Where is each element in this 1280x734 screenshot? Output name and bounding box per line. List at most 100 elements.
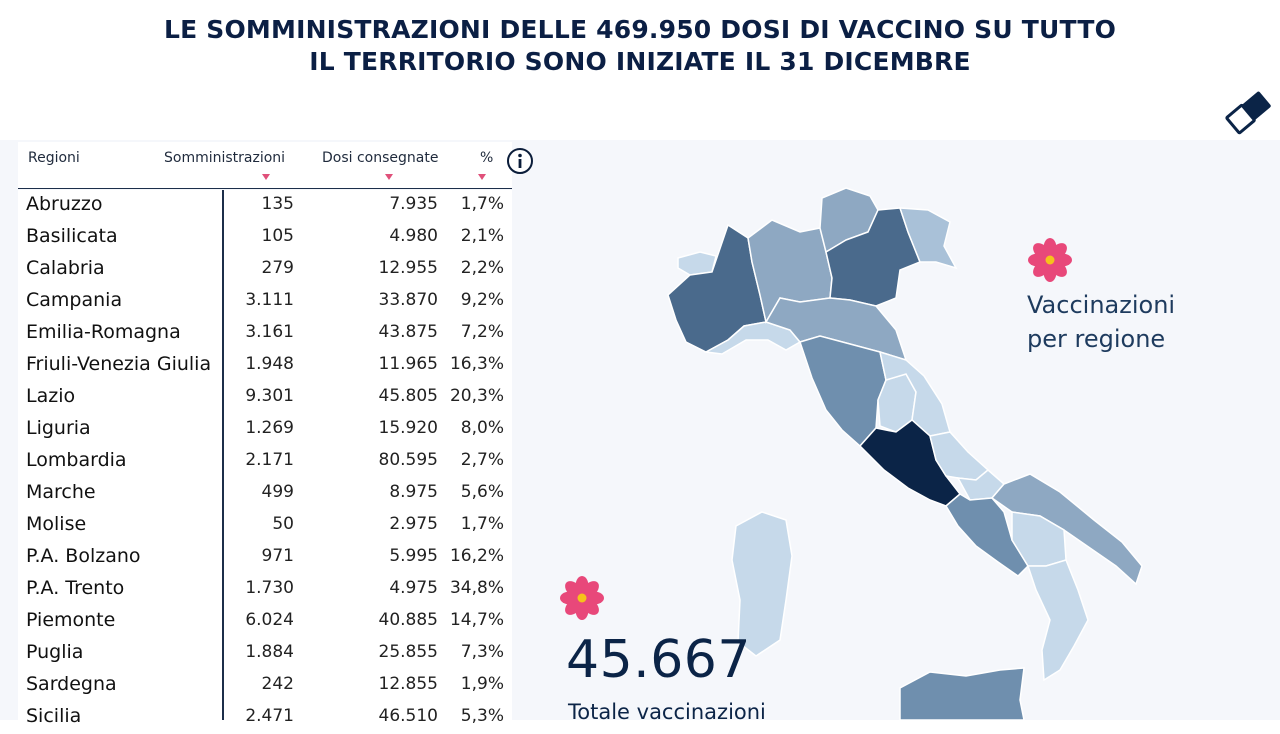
percent-value: 16,2%: [449, 546, 504, 566]
region-name: Emilia-Romagna: [26, 321, 181, 343]
region-name: Friuli-Venezia Giulia: [26, 353, 212, 375]
percent-value: 5,3%: [460, 706, 504, 726]
region-name: P.A. Trento: [26, 577, 125, 599]
doses-delivered-value: 12.955: [378, 258, 438, 278]
region-name: Basilicata: [26, 225, 118, 247]
region-name: Abruzzo: [26, 193, 103, 215]
doses-delivered-value: 2.975: [389, 514, 438, 534]
table-divider: [222, 190, 224, 720]
region-name: Molise: [26, 513, 87, 535]
table-row[interactable]: Lombardia 2.171 80.595 2,7%: [18, 446, 512, 478]
table-row[interactable]: Abruzzo 135 7.935 1,7%: [18, 190, 512, 222]
table-row[interactable]: Lazio 9.301 45.805 20,3%: [18, 382, 512, 414]
administrations-value: 3.111: [245, 290, 294, 310]
header-regioni[interactable]: Regioni: [28, 150, 80, 166]
header-dosi-consegnate[interactable]: Dosi consegnate: [322, 150, 439, 166]
percent-value: 1,7%: [460, 194, 504, 214]
page-title-line-2: IL TERRITORIO SONO INIZIATE IL 31 DICEMB…: [309, 47, 971, 76]
map-region-sardegna: [731, 511, 793, 657]
doses-delivered-value: 4.980: [389, 226, 438, 246]
table-row[interactable]: Campania 3.111 33.870 9,2%: [18, 286, 512, 318]
percent-value: 8,0%: [460, 418, 504, 438]
table-row[interactable]: P.A. Bolzano 971 5.995 16,2%: [18, 542, 512, 574]
percent-value: 1,7%: [460, 514, 504, 534]
table-header: Regioni Somministrazioni Dosi consegnate…: [18, 142, 512, 189]
percent-value: 1,9%: [460, 674, 504, 694]
page-title-line-1: LE SOMMINISTRAZIONI DELLE 469.950 DOSI D…: [163, 15, 1117, 44]
percent-value: 20,3%: [449, 386, 504, 406]
region-name: Sardegna: [26, 673, 117, 695]
table-row[interactable]: Puglia 1.884 25.855 7,3%: [18, 638, 512, 670]
header-somministrazioni[interactable]: Somministrazioni: [164, 150, 286, 166]
percent-value: 2,7%: [460, 450, 504, 470]
map-region-friuli: [898, 207, 958, 270]
table-row[interactable]: Liguria 1.269 15.920 8,0%: [18, 414, 512, 446]
administrations-value: 499: [261, 482, 294, 502]
doses-delivered-value: 12.855: [378, 674, 438, 694]
table-row[interactable]: Sicilia 2.471 46.510 5,3%: [18, 702, 512, 734]
administrations-value: 242: [261, 674, 294, 694]
administrations-value: 1.730: [245, 578, 294, 598]
administrations-value: 2.171: [245, 450, 294, 470]
percent-value: 16,3%: [449, 354, 504, 374]
table-row[interactable]: Sardegna 242 12.855 1,9%: [18, 670, 512, 702]
doses-delivered-value: 33.870: [378, 290, 438, 310]
percent-value: 5,6%: [460, 482, 504, 502]
administrations-value: 971: [261, 546, 294, 566]
regions-table: Abruzzo 135 7.935 1,7% Basilicata 105 4.980 2,1…: [18, 190, 512, 727]
doses-delivered-value: 8.975: [389, 482, 438, 502]
map-region-toscana: [799, 335, 887, 448]
sort-percent-icon[interactable]: [478, 174, 486, 180]
total-vaccinations-value: 45.667: [566, 630, 751, 690]
table-row[interactable]: Friuli-Venezia Giulia 1.948 11.965 16,3%: [18, 350, 512, 382]
doses-delivered-value: 5.995: [389, 546, 438, 566]
map-region-veneto: [825, 207, 921, 307]
region-name: Calabria: [26, 257, 105, 279]
region-name: Puglia: [26, 641, 84, 663]
doses-delivered-value: 15.920: [378, 418, 438, 438]
table-row[interactable]: P.A. Trento 1.730 4.975 34,8%: [18, 574, 512, 606]
administrations-value: 1.884: [245, 642, 294, 662]
doses-delivered-value: 11.965: [378, 354, 438, 374]
italy-map: [667, 187, 1143, 720]
region-name: Piemonte: [26, 609, 116, 631]
table-row[interactable]: Piemonte 6.024 40.885 14,7%: [18, 606, 512, 638]
sort-somministrazioni-icon[interactable]: [262, 174, 270, 180]
doses-delivered-value: 43.875: [378, 322, 438, 342]
sort-dosi-consegnate-icon[interactable]: [385, 174, 393, 180]
total-vaccinations-label: Totale vaccinazioni: [568, 700, 766, 724]
total-flower-icon: [560, 576, 604, 620]
administrations-value: 50: [272, 514, 294, 534]
region-name: Campania: [26, 289, 123, 311]
header-percent[interactable]: %: [480, 150, 494, 166]
table-row[interactable]: Molise 50 2.975 1,7%: [18, 510, 512, 542]
percent-value: 34,8%: [449, 578, 504, 598]
region-name: Sicilia: [26, 705, 82, 727]
percent-value: 2,2%: [460, 258, 504, 278]
administrations-value: 2.471: [245, 706, 294, 726]
region-name: P.A. Bolzano: [26, 545, 141, 567]
region-name: Lazio: [26, 385, 76, 407]
administrations-value: 279: [261, 258, 294, 278]
percent-value: 7,2%: [460, 322, 504, 342]
administrations-value: 9.301: [245, 386, 294, 406]
region-name: Marche: [26, 481, 96, 503]
region-name: Lombardia: [26, 449, 127, 471]
administrations-value: 105: [261, 226, 294, 246]
table-row[interactable]: Emilia-Romagna 3.161 43.875 7,2%: [18, 318, 512, 350]
map-legend-line-2: per regione: [1027, 325, 1166, 353]
map-legend-line-1: Vaccinazioni: [1027, 291, 1176, 319]
doses-delivered-value: 80.595: [378, 450, 438, 470]
info-icon[interactable]: [506, 147, 534, 175]
table-row[interactable]: Marche 499 8.975 5,6%: [18, 478, 512, 510]
doses-delivered-value: 7.935: [389, 194, 438, 214]
administrations-value: 3.161: [245, 322, 294, 342]
table-row[interactable]: Calabria 279 12.955 2,2%: [18, 254, 512, 286]
table-row[interactable]: Basilicata 105 4.980 2,1%: [18, 222, 512, 254]
percent-value: 7,3%: [460, 642, 504, 662]
percent-value: 2,1%: [460, 226, 504, 246]
doses-delivered-value: 4.975: [389, 578, 438, 598]
doses-delivered-value: 40.885: [378, 610, 438, 630]
eraser-icon[interactable]: [1222, 88, 1276, 136]
doses-delivered-value: 45.805: [378, 386, 438, 406]
